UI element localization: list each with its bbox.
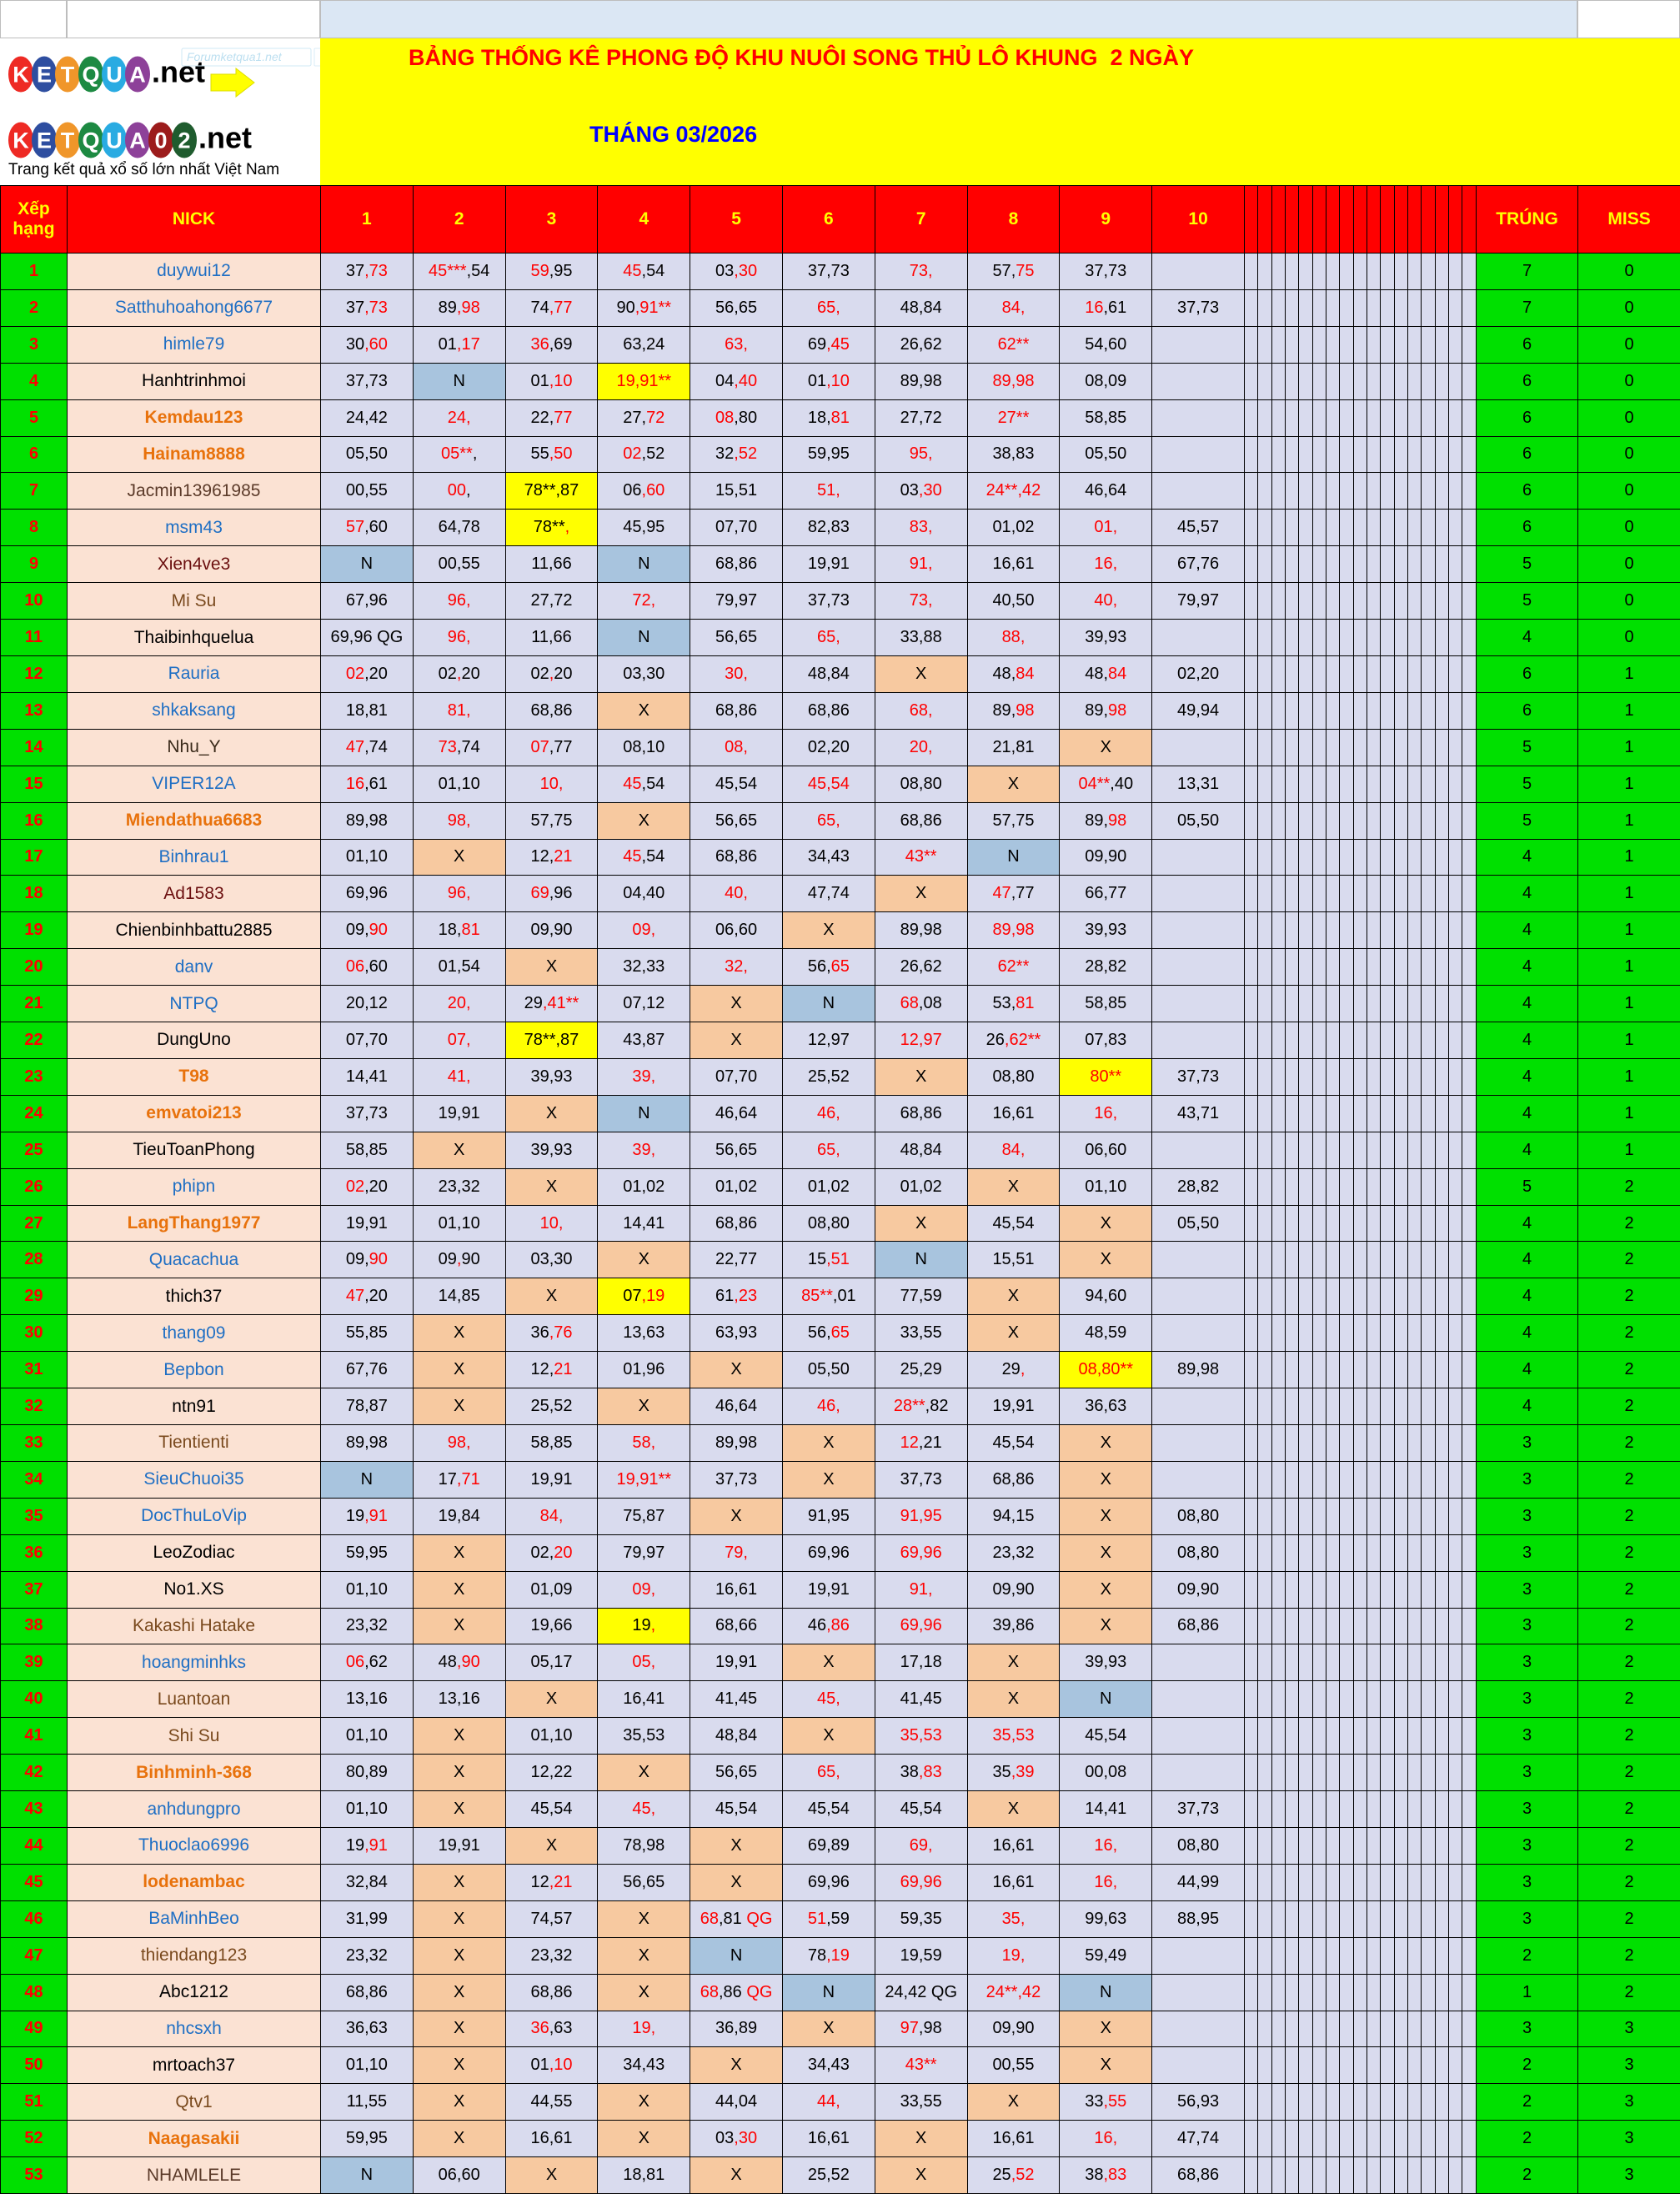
svg-text:Forumketqua1.net: Forumketqua1.net (187, 50, 283, 63)
svg-text:E: E (37, 63, 52, 88)
svg-text:U: U (106, 63, 123, 88)
svg-text:U: U (106, 128, 123, 153)
svg-text:.net: .net (198, 121, 252, 155)
svg-text:Trang kết quả xổ số lớn nhất V: Trang kết quả xổ số lớn nhất Việt Nam (8, 161, 279, 178)
svg-text:A: A (129, 128, 146, 153)
svg-text:E: E (37, 128, 52, 153)
svg-text:K: K (13, 128, 29, 153)
svg-text:0: 0 (154, 128, 167, 153)
svg-text:K: K (13, 63, 29, 88)
svg-text:Q: Q (82, 128, 99, 153)
svg-text:T: T (61, 63, 75, 88)
svg-text:A: A (129, 63, 146, 88)
svg-text:Q: Q (82, 63, 99, 88)
svg-text:T: T (61, 128, 75, 153)
svg-text:2: 2 (178, 128, 190, 153)
